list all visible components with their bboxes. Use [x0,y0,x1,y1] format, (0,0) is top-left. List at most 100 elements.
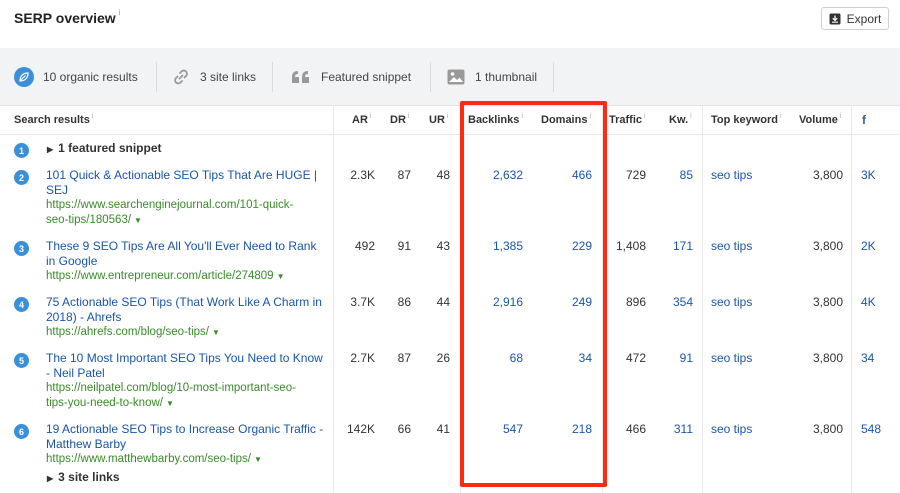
row-number-badge: 2 [14,170,29,185]
cell-backlinks[interactable]: 2,916 [492,295,523,309]
table-header: Search results i AR i DR i UR i Backlinks i D… [0,106,900,135]
cell-domains[interactable]: 466 [571,168,592,182]
cell-facebook-shares[interactable]: 4K [861,295,876,309]
quote-icon [291,70,311,84]
cell-facebook-shares[interactable]: 2K [861,239,876,253]
cell-kw[interactable]: 311 [673,422,693,436]
cell-kw[interactable]: 91 [679,351,693,365]
cell-traffic: 472 [625,351,646,365]
url-dropdown-icon[interactable]: ▼ [276,272,285,281]
result-url-text: https://neilpatel.com/blog/10-most-impor… [46,382,296,394]
featured-snippet-summary[interactable]: Featured snippet [291,48,411,106]
cell-traffic: 729 [625,168,646,182]
result-url-line: https://ahrefs.com/blog/seo-tips/▼ [46,325,329,340]
result-url[interactable]: https://www.matthewbarby.com/seo-tips/▼ [46,452,329,467]
cell-top-keyword[interactable]: seo tips [711,168,753,182]
result-url[interactable]: https://ahrefs.com/blog/seo-tips/▼ [46,325,329,340]
cell-kw[interactable]: 85 [679,168,693,182]
result-title-link[interactable]: 75 Actionable SEO Tips (That Work Like A… [46,295,329,325]
download-icon [829,13,841,24]
cell-facebook-shares[interactable]: 548 [861,422,882,436]
image-icon [447,69,465,85]
result-title-line: The 10 Most Important SEO Tips You Need … [46,351,323,365]
col-backlinks[interactable]: Backlinks i [468,113,523,126]
cell-ur: 48 [436,168,450,182]
result-url-line: tips-you-need-to-know/▼ [46,396,329,411]
cell-ar: 2.3K [350,168,375,182]
col-dr[interactable]: DR i [390,113,410,126]
result-title-link[interactable]: 101 Quick & Actionable SEO Tips That Are… [46,168,329,198]
result-url[interactable]: https://www.entrepreneur.com/article/274… [46,269,329,284]
divider [156,62,157,92]
cell-top-keyword[interactable]: seo tips [711,239,753,253]
result-url-text: tips-you-need-to-know/ [46,397,163,409]
cell-kw[interactable]: 354 [672,295,693,309]
organic-results-summary[interactable]: 10 organic results [14,48,138,106]
result-title-line: - Neil Patel [46,366,105,380]
cell-backlinks[interactable]: 68 [509,351,523,365]
thumbnail-label: 1 thumbnail [475,70,538,84]
site-links-summary[interactable]: 3 site links [172,48,256,106]
result-title-link[interactable]: These 9 SEO Tips Are All You'll Ever Nee… [46,239,329,269]
facebook-icon[interactable]: f [862,113,866,127]
link-icon [172,68,190,86]
cell-domains[interactable]: 249 [571,295,592,309]
cell-domains[interactable]: 34 [578,351,592,365]
cell-top-keyword[interactable]: seo tips [711,422,753,436]
result-title-link[interactable]: 19 Actionable SEO Tips to Increase Organ… [46,422,329,452]
featured-snippet-toggle[interactable]: ▶ 1 featured snippet [47,141,162,155]
thumbnail-summary[interactable]: 1 thumbnail [447,48,537,106]
cell-ur: 41 [436,422,450,436]
page-header: SERP overview i Export [0,0,900,48]
cell-domains[interactable]: 218 [571,422,592,436]
col-traffic[interactable]: Traffic i [609,113,646,126]
info-icon[interactable]: i [118,8,121,17]
url-dropdown-icon[interactable]: ▼ [165,399,174,408]
column-divider [333,106,334,493]
col-top-keyword[interactable]: Top keyword i [711,113,782,126]
cell-backlinks[interactable]: 547 [502,422,523,436]
col-kw[interactable]: Kw. i [669,113,692,126]
cell-top-keyword[interactable]: seo tips [711,295,753,309]
cell-facebook-shares[interactable]: 34 [861,351,875,365]
col-ar[interactable]: AR i [352,113,372,126]
cell-kw[interactable]: 171 [672,239,693,253]
cell-ur: 44 [436,295,450,309]
result-title-line: 101 Quick & Actionable SEO Tips That Are… [46,168,318,182]
url-dropdown-icon[interactable]: ▼ [134,216,142,225]
divider [272,62,273,92]
cell-domains[interactable]: 229 [571,239,592,253]
column-divider [602,106,603,493]
column-divider [460,106,461,493]
result-url-text: https://www.matthewbarby.com/seo-tips/ [46,453,251,465]
cell-volume: 3,800 [812,422,843,436]
col-volume[interactable]: Volume i [799,113,842,126]
column-divider [702,106,703,493]
result-title-line: in Google [46,254,98,268]
caret-right-icon: ▶ [47,474,54,483]
cell-facebook-shares[interactable]: 3K [861,168,876,182]
result-url-line: https://www.searchenginejournal.com/101-… [46,198,329,213]
organic-results-label: 10 organic results [43,70,138,84]
cell-top-keyword[interactable]: seo tips [711,351,753,365]
result-url[interactable]: https://www.searchenginejournal.com/101-… [46,198,329,228]
cell-backlinks[interactable]: 1,385 [492,239,523,253]
col-domains[interactable]: Domains i [541,113,592,126]
cell-ur: 26 [436,351,450,365]
result-title-link[interactable]: The 10 Most Important SEO Tips You Need … [46,351,329,381]
site-links-toggle[interactable]: ▶ 3 site links [47,470,120,484]
col-ur[interactable]: UR i [429,113,449,126]
leaf-icon [14,67,34,87]
url-dropdown-icon[interactable]: ▼ [212,328,220,337]
result-url-text: https://www.entrepreneur.com/article/274… [46,270,274,282]
divider [430,62,431,92]
cell-backlinks[interactable]: 2,632 [492,168,523,182]
col-search-results[interactable]: Search results i [14,113,94,126]
url-dropdown-icon[interactable]: ▼ [253,455,262,464]
page-title: SERP overview i [14,8,121,26]
cell-ar: 142K [346,422,375,436]
export-button[interactable]: Export [821,7,889,30]
row-number-badge: 5 [14,353,29,368]
result-url[interactable]: https://neilpatel.com/blog/10-most-impor… [46,381,329,411]
cell-dr: 87 [397,351,411,365]
